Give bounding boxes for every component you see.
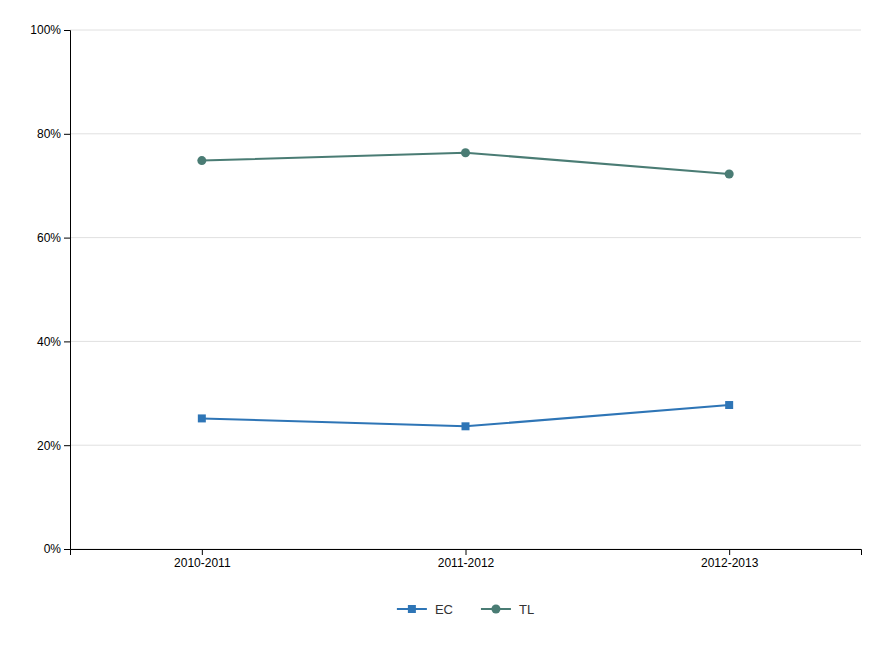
- y-tick-label: 100%: [30, 23, 61, 37]
- series-marker: [725, 169, 734, 178]
- x-axis: 2010-2011 2011-2012 2012-2013: [71, 549, 862, 570]
- y-tick-label: 60%: [37, 231, 61, 245]
- legend: EC TL: [397, 602, 534, 617]
- x-tick: 2012-2013: [701, 549, 759, 570]
- y-tick-label: 80%: [37, 127, 61, 141]
- series-marker: [725, 401, 733, 409]
- y-tick-label: 0%: [44, 542, 62, 556]
- legend-label: TL: [519, 602, 534, 617]
- y-tick-mark: [64, 134, 70, 135]
- series-marker: [198, 414, 206, 422]
- legend-label: EC: [435, 602, 453, 617]
- legend-marker: [491, 604, 500, 613]
- y-tick-mark: [64, 238, 70, 239]
- x-tick-mark: [466, 549, 467, 555]
- y-tick: 40%: [37, 335, 70, 349]
- y-tick-mark: [64, 445, 70, 446]
- chart-svg: 0% 20% 40% 60% 80% 100% 2010-2011 2011-2012 2012…: [0, 0, 891, 659]
- x-tick-mark: [729, 549, 730, 555]
- y-tick-label: 40%: [37, 335, 61, 349]
- y-tick-mark: [64, 341, 70, 342]
- x-tick-label: 2011-2012: [438, 556, 495, 570]
- y-tick: 60%: [37, 231, 70, 245]
- chart-container: 0% 20% 40% 60% 80% 100% 2010-2011 2011-2012 2012…: [0, 0, 891, 659]
- y-tick-mark: [64, 30, 70, 31]
- series-marker: [197, 156, 206, 165]
- marks: [197, 148, 733, 430]
- grid-line: [70, 341, 861, 342]
- grid-line: [70, 30, 861, 31]
- series-marker: [461, 148, 470, 157]
- grid-line: [70, 133, 861, 134]
- legend-item: TL: [481, 602, 534, 617]
- y-tick: 80%: [37, 127, 70, 141]
- y-axis: 0% 20% 40% 60% 80% 100%: [30, 23, 70, 556]
- legend-marker: [408, 605, 416, 613]
- y-axis-line: [64, 31, 71, 550]
- y-tick-mark: [64, 549, 70, 550]
- x-axis-line: [71, 550, 862, 556]
- x-tick: 2010-2011: [174, 549, 231, 570]
- x-tick: 2011-2012: [438, 549, 495, 570]
- y-tick: 0%: [44, 542, 70, 556]
- y-tick: 100%: [30, 23, 70, 37]
- grid: [70, 30, 861, 549]
- legend-item: EC: [397, 602, 453, 617]
- y-tick: 20%: [37, 439, 70, 453]
- grid-line: [70, 237, 861, 238]
- y-tick-label: 20%: [37, 439, 61, 453]
- plot-area: 0% 20% 40% 60% 80% 100% 2010-2011 2011-2012 2012…: [30, 23, 861, 569]
- x-tick-mark: [202, 549, 203, 555]
- x-tick-label: 2010-2011: [174, 556, 231, 570]
- grid-line: [70, 445, 861, 446]
- series-marker: [462, 422, 470, 430]
- x-tick-label: 2012-2013: [701, 556, 759, 570]
